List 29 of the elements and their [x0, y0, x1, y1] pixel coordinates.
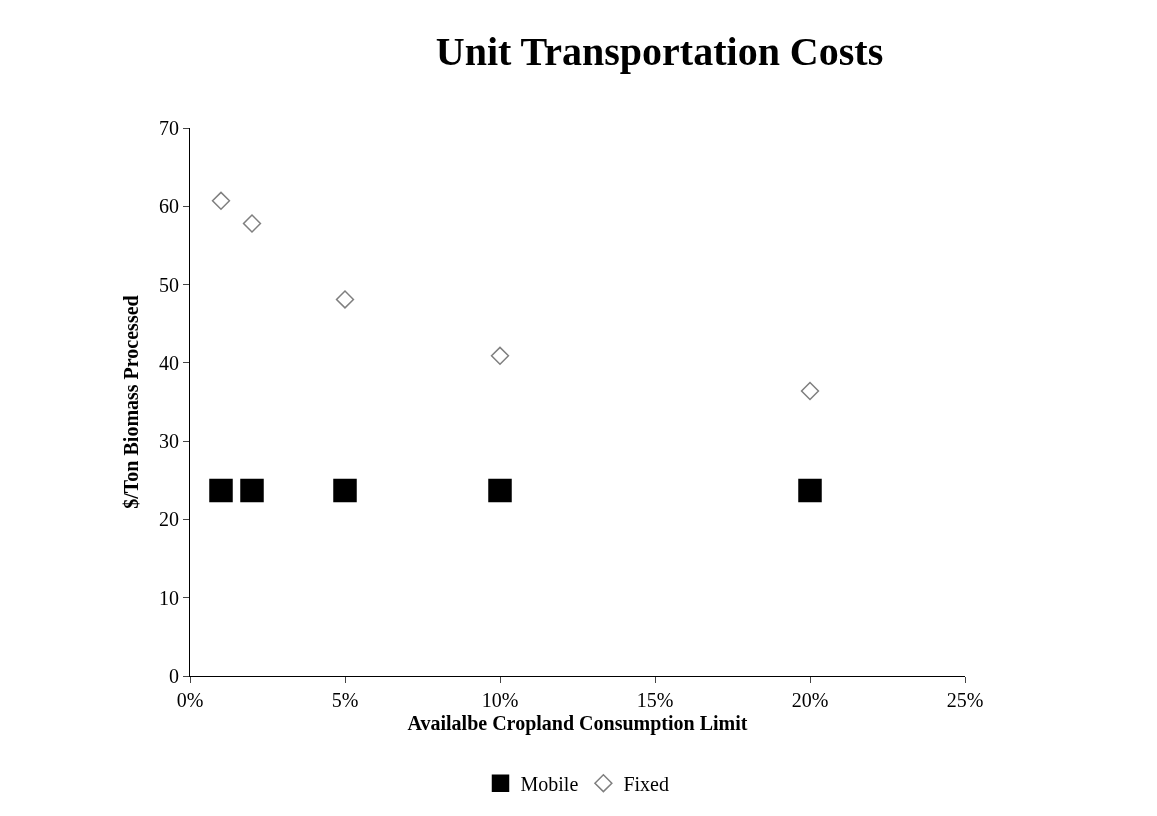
point: [800, 381, 820, 401]
chart-title: Unit Transportation Costs: [435, 28, 884, 74]
y-tick-label: 40: [159, 351, 179, 374]
x-tick-label: 15%: [636, 689, 674, 711]
y-tick-label: 30: [159, 430, 179, 453]
y-axis-title: $/Ton Biomass Processed: [119, 295, 142, 509]
point: [490, 346, 510, 366]
y-tick-label: 0: [169, 665, 179, 687]
y-tick-label: 60: [159, 195, 179, 218]
point: [798, 478, 822, 503]
x-tick-label: 0%: [176, 689, 204, 711]
x-tick-label: 5%: [331, 689, 359, 711]
point: [240, 478, 264, 503]
point: [242, 214, 262, 233]
legend-label: Mobile: [520, 772, 579, 795]
x-tick-label: 25%: [946, 689, 984, 711]
point: [333, 478, 357, 503]
x-axis-title: Availalbe Cropland Consumption Limit: [407, 711, 748, 735]
point: [211, 191, 231, 211]
point: [209, 478, 233, 503]
x-tick-label: 20%: [791, 689, 829, 711]
point: [335, 290, 355, 309]
y-tick-label: 10: [159, 586, 179, 609]
y-tick-label: 20: [159, 508, 179, 531]
x-tick-label: 10%: [481, 689, 519, 711]
point: [488, 478, 512, 503]
legend-label: Fixed: [623, 772, 669, 795]
y-tick-label: 50: [159, 273, 179, 296]
y-tick-label: 70: [159, 117, 179, 139]
